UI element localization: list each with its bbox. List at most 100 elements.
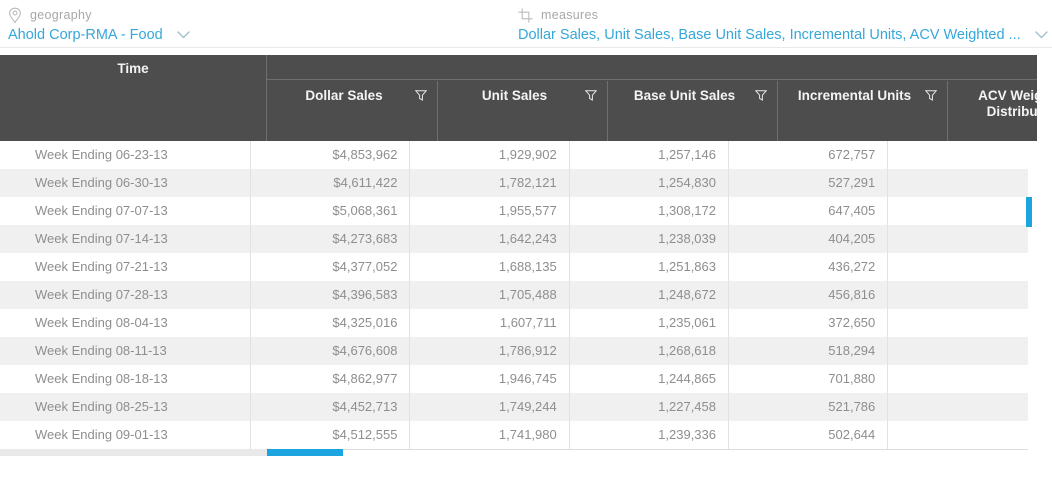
table-row[interactable]: Week Ending 06-23-13 $4,853,962 1,929,90… (0, 141, 1028, 169)
unit-sales-cell: 1,688,135 (410, 253, 570, 281)
acv-weighted-distribution-cell (888, 253, 1028, 281)
measures-dropdown[interactable]: Dollar Sales, Unit Sales, Base Unit Sale… (518, 27, 1048, 43)
time-cell: Week Ending 08-18-13 (0, 365, 252, 393)
base-unit-sales-cell: 1,235,061 (570, 309, 729, 337)
unit-sales-cell: 1,786,912 (410, 337, 570, 365)
unit-sales-cell: 1,705,488 (410, 281, 570, 309)
chevron-down-icon (177, 31, 190, 39)
table-row[interactable]: Week Ending 08-04-13 $4,325,016 1,607,71… (0, 309, 1028, 337)
dollar-sales-cell: $4,862,977 (251, 365, 411, 393)
time-cell: Week Ending 08-04-13 (0, 309, 252, 337)
table-row[interactable]: Week Ending 08-25-13 $4,452,713 1,749,24… (0, 393, 1028, 421)
unit-sales-cell: 1,749,244 (410, 393, 570, 421)
table-row[interactable]: Week Ending 06-30-13 $4,611,422 1,782,12… (0, 169, 1028, 197)
base-unit-sales-cell: 1,238,039 (570, 225, 729, 253)
incremental-units-cell: 701,880 (729, 365, 889, 393)
location-pin-icon (8, 7, 22, 24)
time-cell: Week Ending 07-14-13 (0, 225, 252, 253)
base-unit-sales-cell: 1,268,618 (570, 337, 729, 365)
column-header-acv-weighted-distribution[interactable]: ACV Weighted Distribution (947, 81, 1037, 141)
column-header-base-unit-sales[interactable]: Base Unit Sales (607, 81, 777, 141)
base-unit-sales-cell: 1,227,458 (570, 393, 729, 421)
base-unit-sales-cell: 1,257,146 (570, 141, 729, 169)
time-cell: Week Ending 07-21-13 (0, 253, 252, 281)
chevron-down-icon (1034, 31, 1048, 39)
dollar-sales-cell: $4,452,713 (251, 393, 411, 421)
dollar-sales-cell: $4,273,683 (251, 225, 411, 253)
geography-label-row: geography (8, 6, 488, 24)
acv-weighted-distribution-cell (888, 225, 1028, 253)
table-row[interactable]: Week Ending 09-01-13 $4,512,555 1,741,98… (0, 421, 1028, 449)
dollar-sales-cell: $4,512,555 (251, 421, 411, 449)
column-header-unit-sales[interactable]: Unit Sales (437, 81, 607, 141)
measures-table: Time Dollar Sales Unit Sales Base Un (0, 55, 1037, 456)
incremental-units-cell: 647,405 (729, 197, 889, 225)
acv-weighted-distribution-cell (888, 365, 1028, 393)
acv-weighted-distribution-cell (888, 309, 1028, 337)
measure-headers: Dollar Sales Unit Sales Base Unit Sales (267, 55, 1037, 141)
measures-selector: measures Dollar Sales, Unit Sales, Base … (518, 6, 1048, 43)
base-unit-sales-cell: 1,239,336 (570, 421, 729, 449)
table-header: Time Dollar Sales Unit Sales Base Un (0, 55, 1037, 141)
time-cell: Week Ending 07-28-13 (0, 281, 252, 309)
selector-bar: geography Ahold Corp-RMA - Food measures (0, 0, 1052, 48)
unit-sales-cell: 1,955,577 (410, 197, 570, 225)
measures-label: measures (541, 8, 599, 22)
time-column-header[interactable]: Time (0, 55, 267, 141)
column-header-dollar-sales[interactable]: Dollar Sales (267, 81, 437, 141)
dollar-sales-cell: $4,611,422 (251, 169, 411, 197)
table-row[interactable]: Week Ending 07-28-13 $4,396,583 1,705,48… (0, 281, 1028, 309)
time-cell: Week Ending 08-11-13 (0, 337, 252, 365)
filter-funnel-icon[interactable] (415, 90, 427, 101)
dollar-sales-cell: $4,396,583 (251, 281, 411, 309)
horizontal-scrollbar-thumb[interactable] (267, 449, 343, 456)
horizontal-scrollbar-track[interactable] (0, 449, 267, 456)
dollar-sales-cell: $4,325,016 (251, 309, 411, 337)
column-header-incremental-units[interactable]: Incremental Units (777, 81, 947, 141)
table-row[interactable]: Week Ending 08-18-13 $4,862,977 1,946,74… (0, 365, 1028, 393)
time-cell: Week Ending 06-30-13 (0, 169, 252, 197)
vertical-scrollbar-thumb[interactable] (1026, 197, 1032, 227)
incremental-units-cell: 672,757 (729, 141, 889, 169)
unit-sales-cell: 1,741,980 (410, 421, 570, 449)
incremental-units-cell: 518,294 (729, 337, 889, 365)
incremental-units-cell: 502,644 (729, 421, 889, 449)
measure-header-band (267, 55, 1037, 80)
unit-sales-cell: 1,642,243 (410, 225, 570, 253)
dollar-sales-cell: $4,853,962 (251, 141, 411, 169)
incremental-units-cell: 372,650 (729, 309, 889, 337)
filter-funnel-icon[interactable] (755, 90, 767, 101)
incremental-units-cell: 436,272 (729, 253, 889, 281)
geography-selector: geography Ahold Corp-RMA - Food (8, 6, 488, 43)
unit-sales-cell: 1,782,121 (410, 169, 570, 197)
acv-weighted-distribution-cell (888, 141, 1028, 169)
table-row[interactable]: Week Ending 07-21-13 $4,377,052 1,688,13… (0, 253, 1028, 281)
base-unit-sales-cell: 1,251,863 (570, 253, 729, 281)
geography-dropdown[interactable]: Ahold Corp-RMA - Food (8, 27, 488, 43)
unit-sales-cell: 1,607,711 (410, 309, 570, 337)
table-body: Week Ending 06-23-13 $4,853,962 1,929,90… (0, 141, 1028, 450)
dollar-sales-cell: $4,676,608 (251, 337, 411, 365)
table-row[interactable]: Week Ending 08-11-13 $4,676,608 1,786,91… (0, 337, 1028, 365)
time-cell: Week Ending 06-23-13 (0, 141, 252, 169)
acv-weighted-distribution-cell (888, 337, 1028, 365)
filter-funnel-icon[interactable] (585, 90, 597, 101)
unit-sales-cell: 1,929,902 (410, 141, 570, 169)
base-unit-sales-cell: 1,254,830 (570, 169, 729, 197)
dollar-sales-cell: $4,377,052 (251, 253, 411, 281)
table-row[interactable]: Week Ending 07-14-13 $4,273,683 1,642,24… (0, 225, 1028, 253)
base-unit-sales-cell: 1,308,172 (570, 197, 729, 225)
dollar-sales-cell: $5,068,361 (251, 197, 411, 225)
geography-value: Ahold Corp-RMA - Food (8, 27, 163, 43)
time-cell: Week Ending 08-25-13 (0, 393, 252, 421)
time-cell: Week Ending 07-07-13 (0, 197, 252, 225)
filter-funnel-icon[interactable] (925, 90, 937, 101)
incremental-units-cell: 404,205 (729, 225, 889, 253)
measures-value: Dollar Sales, Unit Sales, Base Unit Sale… (518, 27, 1021, 43)
table-row[interactable]: Week Ending 07-07-13 $5,068,361 1,955,57… (0, 197, 1028, 225)
incremental-units-cell: 521,786 (729, 393, 889, 421)
time-cell: Week Ending 09-01-13 (0, 421, 252, 449)
measures-label-row: measures (518, 6, 1038, 24)
acv-weighted-distribution-cell (888, 421, 1028, 449)
